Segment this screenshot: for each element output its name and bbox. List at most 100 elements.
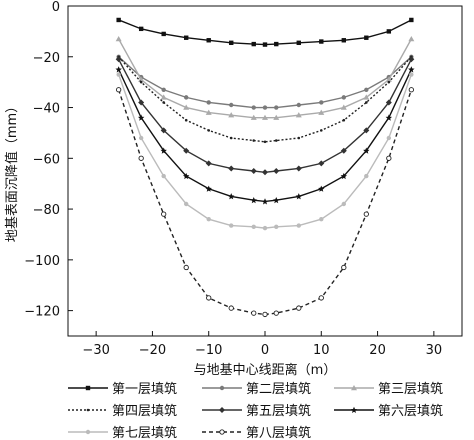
series-2 [116, 54, 414, 110]
legend-item: 第七层填筑 [68, 425, 177, 440]
tick-layer: −30 −20 −10 0 10 20 300−20−40−60−80−100−120 [24, 0, 442, 358]
data-point [319, 39, 324, 44]
data-point [138, 76, 145, 82]
data-point [162, 101, 165, 104]
data-point [409, 72, 414, 77]
data-point [340, 147, 347, 154]
legend-item: 第四层填筑 [68, 403, 177, 419]
data-point [295, 112, 302, 118]
data-point [138, 99, 145, 106]
data-point [250, 168, 257, 174]
y-tick-label: −20 [33, 51, 60, 66]
data-point [365, 101, 368, 104]
plot-frame [67, 5, 463, 337]
data-point [115, 36, 122, 42]
y-tick-label: 0 [52, 0, 60, 15]
x-tick-label: 10 [313, 343, 330, 358]
data-point [296, 102, 301, 108]
series-7 [116, 72, 414, 231]
y-tick-label: −60 [33, 152, 60, 167]
data-point [138, 26, 144, 32]
data-point [319, 129, 323, 132]
data-point [386, 135, 392, 141]
legend-marker [350, 406, 358, 413]
data-point [318, 160, 325, 167]
data-point [386, 29, 392, 34]
data-point [228, 305, 234, 311]
data-point [229, 40, 234, 46]
data-point [263, 140, 267, 144]
data-point [183, 264, 189, 271]
data-point [363, 211, 369, 217]
series-line [118, 56, 412, 109]
data-point [229, 136, 233, 140]
data-point [295, 193, 302, 200]
data-point [262, 311, 268, 318]
legend-label: 第二层填筑 [246, 381, 311, 397]
data-point [273, 114, 280, 120]
x-tick-label: 30 [426, 343, 443, 358]
data-point [273, 168, 280, 174]
data-point [161, 173, 166, 179]
data-point [229, 223, 234, 228]
legend-marker [85, 385, 91, 391]
data-point [251, 105, 256, 110]
legend-label: 第三层填筑 [378, 381, 443, 397]
data-point [161, 211, 167, 217]
data-point [228, 165, 235, 172]
data-point [205, 185, 212, 192]
data-point [340, 172, 347, 180]
legend-marker [85, 429, 91, 435]
series-8 [116, 87, 414, 318]
data-point [274, 105, 279, 110]
data-point [341, 95, 346, 100]
data-point [251, 224, 256, 230]
data-point [206, 217, 211, 222]
x-tick-label: 20 [369, 343, 386, 358]
data-point [319, 100, 324, 105]
data-point [408, 87, 414, 93]
data-point [183, 147, 190, 154]
y-tick-label: −40 [33, 102, 60, 117]
data-point [160, 147, 167, 154]
data-point [341, 264, 347, 271]
legend-label: 第六层填筑 [378, 403, 443, 419]
data-point [160, 127, 167, 134]
series-line [118, 56, 412, 143]
data-point [184, 118, 188, 122]
data-point [408, 36, 415, 42]
data-point [183, 172, 190, 180]
data-point [229, 102, 234, 108]
data-point [138, 135, 144, 141]
legend-label: 第四层填筑 [112, 403, 177, 419]
data-point [340, 104, 347, 110]
series-4 [117, 55, 413, 144]
data-point [385, 76, 392, 82]
data-point [250, 114, 257, 120]
data-point [184, 95, 189, 100]
data-point [161, 87, 166, 92]
data-point [228, 112, 235, 118]
data-point [318, 109, 325, 115]
data-point [228, 193, 235, 200]
data-point [251, 310, 257, 316]
legend-marker [351, 385, 357, 391]
legend-marker [86, 408, 90, 412]
data-point [363, 94, 370, 100]
legend-marker [219, 429, 225, 435]
data-point [274, 224, 279, 230]
y-tick-label: −100 [24, 254, 60, 269]
legend-label: 第七层填筑 [112, 425, 177, 440]
y-tick-label: −120 [24, 305, 60, 320]
data-point [318, 185, 325, 192]
data-point [262, 42, 268, 47]
data-point [408, 56, 415, 63]
series-layer [115, 17, 415, 318]
series-3 [115, 36, 415, 120]
data-point [342, 118, 346, 122]
data-point [387, 80, 391, 84]
data-point [184, 35, 189, 40]
data-point [262, 169, 268, 176]
data-point [273, 310, 279, 316]
